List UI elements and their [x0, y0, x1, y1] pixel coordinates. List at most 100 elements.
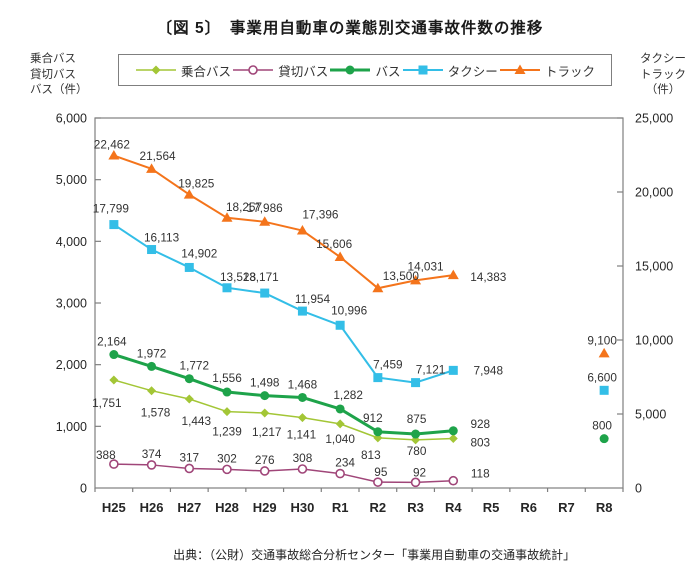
point-route-bus-H25: [109, 375, 119, 385]
data-label-taxi-R4: 7,948: [474, 363, 504, 377]
data-label-charter-bus-R2: 95: [374, 465, 388, 479]
legend-marker-taxi: [402, 65, 443, 75]
data-label-taxi-H27: 14,902: [181, 246, 217, 260]
x-axis-label-R7: R7: [558, 500, 575, 515]
point-route-bus-H30: [297, 413, 307, 423]
x-axis-label-R3: R3: [407, 500, 424, 515]
point-taxi-H26: [147, 245, 157, 255]
point-taxi-H25: [109, 220, 119, 230]
point-truck-H29: [259, 216, 271, 226]
legend-item-route-bus: 乗合バス: [135, 61, 231, 80]
point-charter-bus-H30: [297, 464, 308, 474]
point-taxi-R4: [448, 365, 458, 375]
data-label-bus-H28: 1,556: [212, 371, 242, 385]
data-label-truck-R3: 14,031: [408, 259, 444, 273]
point-charter-bus-R4: [448, 475, 459, 486]
left-axis-tick-label: 4,000: [56, 235, 87, 249]
left-axis-tick-label: 2,000: [56, 358, 87, 372]
data-label-truck-H25: 22,462: [94, 138, 130, 152]
right-axis-tick-label: 5,000: [635, 408, 666, 422]
data-label-taxi-R2: 7,459: [373, 358, 403, 372]
x-axis-label-R5: R5: [483, 500, 500, 515]
data-label-bus-R8: 800: [592, 419, 612, 433]
legend-label-truck: トラック: [544, 64, 595, 79]
point-taxi-H30: [297, 306, 307, 316]
legend-label-route-bus: 乗合バス: [181, 64, 232, 79]
point-charter-bus-R3: [410, 477, 421, 488]
left-axis-header: 乗合バス 貸切バス バス（件）: [30, 52, 88, 99]
data-label-bus-R2: 912: [363, 411, 383, 425]
point-taxi-H29: [260, 288, 270, 298]
source-note: 出典：（公財）交通事故総合分析センター「事業用自動車の交通事故統計」: [173, 548, 576, 562]
legend-item-charter-bus: 貸切バス: [232, 61, 328, 80]
legend-item-bus: バス: [329, 61, 400, 80]
data-label-route-bus-H30: 1,141: [287, 428, 317, 442]
x-axis-label-R8: R8: [596, 500, 613, 515]
right-axis-header-line3: （件）: [645, 84, 681, 96]
right-axis-tick-label: 25,000: [635, 112, 673, 126]
data-label-charter-bus-R4: 118: [471, 467, 490, 481]
point-truck-H30: [296, 225, 308, 235]
data-label-route-bus-H25: 1,751: [92, 396, 122, 410]
point-charter-bus-H25: [109, 459, 119, 469]
right-axis-header-line1: タクシー: [640, 53, 686, 65]
x-axis-label-H29: H29: [253, 500, 277, 515]
data-label-truck-H27: 19,825: [178, 177, 215, 191]
series-line-route-bus: [113, 379, 455, 441]
point-truck-H25: [108, 150, 120, 160]
data-label-taxi-R1: 10,996: [331, 303, 368, 317]
data-label-charter-bus-H30: 308: [293, 451, 313, 465]
right-axis-tick-label: 10,000: [635, 334, 673, 348]
x-axis-label-R1: R1: [332, 500, 349, 515]
point-taxi-R2: [373, 373, 383, 383]
x-axis-label-H26: H26: [140, 500, 164, 515]
data-label-charter-bus-H26: 374: [142, 447, 162, 461]
data-label-taxi-R8: 6,600: [587, 370, 617, 384]
data-label-truck-H28: 18,257: [226, 200, 262, 214]
point-bus-H25: [109, 350, 119, 360]
point-charter-bus-R1: [335, 468, 345, 479]
point-route-bus-H28: [222, 407, 232, 417]
data-label-route-bus-H26: 1,578: [141, 406, 171, 420]
left-axis-tick-label: 0: [80, 482, 87, 496]
legend-item-taxi: タクシー: [402, 61, 498, 80]
legend-item-truck: トラック: [499, 61, 595, 80]
data-label-truck-H29: 17,986: [247, 201, 284, 215]
point-bus-R1: [335, 404, 345, 414]
right-axis-tick-label: 15,000: [635, 260, 673, 274]
x-axis-label-R4: R4: [445, 500, 462, 515]
point-truck-H28: [221, 212, 233, 222]
x-axis-label-R6: R6: [520, 500, 537, 515]
x-axis-label-R2: R2: [370, 500, 387, 515]
left-axis-header-line1: 乗合バス: [30, 53, 76, 65]
data-label-bus-R4: 928: [470, 417, 490, 431]
data-label-charter-bus-R3: 92: [413, 465, 426, 479]
data-label-bus-H29: 1,498: [250, 376, 280, 390]
left-axis-header-line3: バス（件）: [30, 84, 88, 96]
data-label-truck-H30: 17,396: [302, 208, 339, 222]
data-label-bus-R1: 1,282: [333, 388, 363, 402]
point-taxi-H27: [184, 262, 194, 272]
point-charter-bus-H28: [222, 464, 232, 475]
legend: 乗合バス 貸切バス バス タクシー トラック: [118, 54, 612, 86]
point-taxi-R8: [599, 385, 609, 395]
point-charter-bus-R2: [373, 477, 383, 487]
legend-marker-bus: [330, 65, 371, 75]
point-route-bus-R4: [448, 433, 458, 443]
point-bus-H30: [297, 392, 307, 402]
legend-label-charter-bus: 貸切バス: [278, 64, 329, 79]
point-bus-H28: [222, 387, 232, 397]
series-line-charter-bus: [113, 463, 455, 484]
legend-label-bus: バス: [375, 64, 401, 79]
point-bus-H27: [184, 374, 194, 384]
legend-marker-charter-bus: [233, 65, 274, 75]
point-taxi-R1: [335, 320, 345, 330]
data-label-route-bus-R2: 813: [361, 448, 381, 462]
data-label-charter-bus-H28: 302: [217, 451, 237, 465]
left-axis-header-line2: 貸切バス: [30, 68, 76, 81]
data-label-truck-R4: 14,383: [470, 270, 507, 284]
point-taxi-R3: [411, 378, 421, 388]
legend-label-taxi: タクシー: [447, 64, 498, 79]
point-truck-R8: [598, 347, 610, 358]
